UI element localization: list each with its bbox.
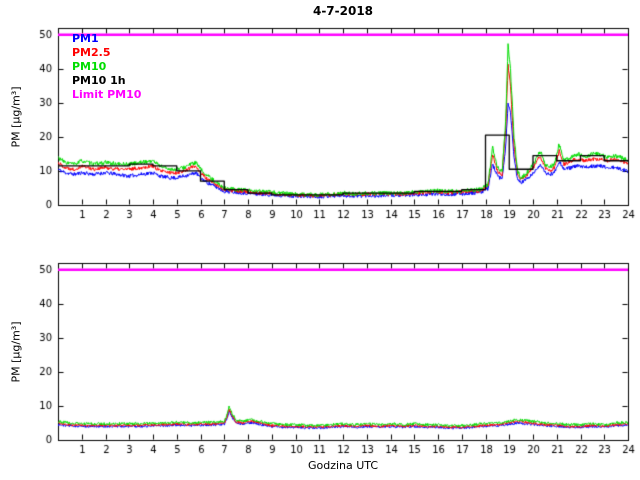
legend-limit-pm10: Limit PM10	[72, 88, 142, 101]
y-axis-label-bottom: PM [µg/m³]	[9, 321, 23, 383]
legend: PM1 PM2.5 PM10 PM10 1h Limit PM10	[72, 32, 141, 102]
legend-pm2-5: PM2.5	[72, 46, 111, 59]
chart-title: 4-7-2018	[312, 4, 374, 18]
legend-pm10: PM10	[72, 60, 107, 73]
x-axis-label: Godzina UTC	[307, 459, 379, 472]
legend-pm1: PM1	[72, 32, 99, 45]
y-axis-label-top: PM [µg/m³]	[9, 86, 23, 148]
legend-pm10-1h: PM10 1h	[72, 74, 126, 87]
